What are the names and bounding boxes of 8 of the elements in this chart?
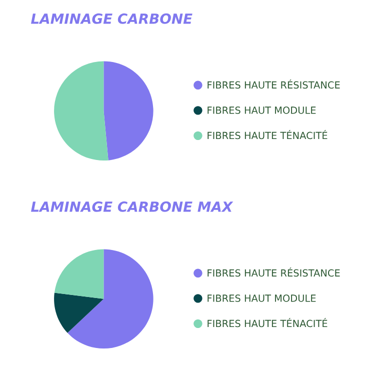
chart-title: LAMINAGE CARBONE bbox=[31, 13, 192, 24]
legend-label: FIBRES HAUTE RÉSISTANCE bbox=[208, 79, 340, 89]
legend-label: FIBRES HAUT MODULE bbox=[208, 294, 316, 302]
legend-label: FIBRES HAUTE TÉNACITÉ bbox=[208, 130, 328, 140]
legend-label: FIBRES HAUTE RÉSISTANCE bbox=[208, 267, 340, 277]
legend-label: FIBRES HAUTE TÉNACITÉ bbox=[208, 318, 328, 328]
chart-title: LAMINAGE CARBONE MAX bbox=[31, 201, 234, 212]
legend-label: FIBRES HAUT MODULE bbox=[208, 106, 316, 114]
